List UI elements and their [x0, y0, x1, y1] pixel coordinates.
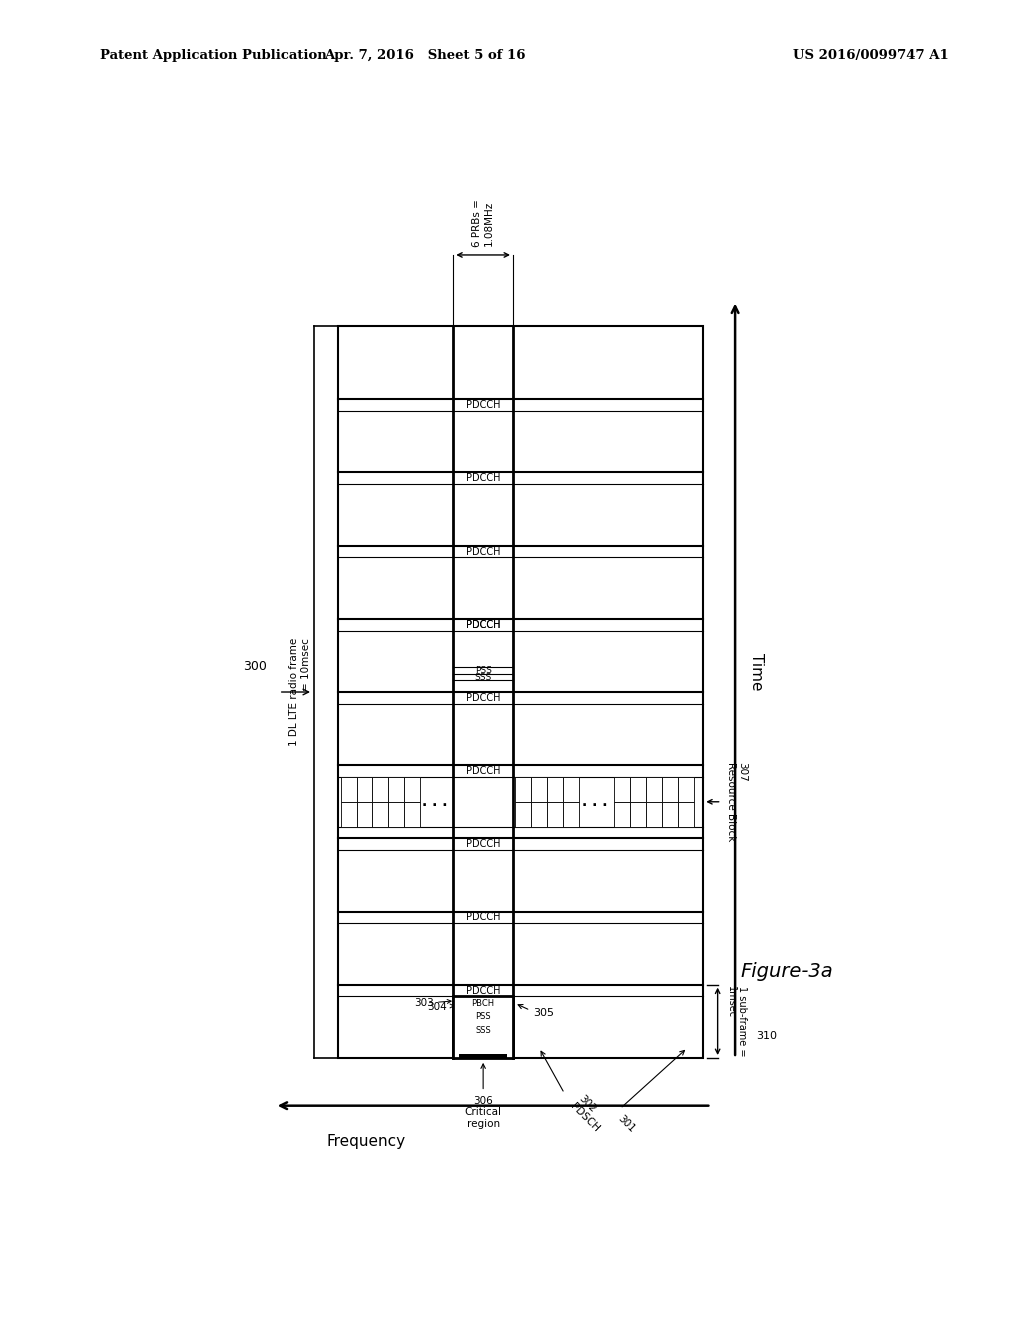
Text: 304: 304 [427, 1002, 447, 1011]
Text: 307
Resource Block: 307 Resource Block [726, 762, 748, 841]
Text: PBCH: PBCH [472, 999, 495, 1007]
Text: 310: 310 [756, 1031, 777, 1041]
Text: PDCCH: PDCCH [466, 986, 501, 995]
Bar [404, 801, 420, 826]
Bar [646, 777, 663, 801]
Text: 1 sub-frame =
1msec: 1 sub-frame = 1msec [726, 986, 748, 1056]
Bar [646, 801, 663, 826]
Text: . . .: . . . [582, 795, 607, 809]
Bar [678, 801, 694, 826]
Text: PDCCH: PDCCH [466, 400, 501, 411]
Text: Frequency: Frequency [327, 1134, 406, 1150]
Text: SSS: SSS [475, 1026, 492, 1035]
Bar [547, 801, 563, 826]
Bar [454, 997, 513, 1057]
Bar [388, 777, 404, 801]
Bar [614, 777, 631, 801]
Text: 301: 301 [616, 1114, 637, 1135]
Text: US 2016/0099747 A1: US 2016/0099747 A1 [793, 49, 948, 62]
Bar [663, 777, 678, 801]
Text: Figure-3a: Figure-3a [740, 962, 834, 981]
Bar [404, 777, 420, 801]
Text: PDCCH: PDCCH [466, 693, 501, 702]
Bar [515, 801, 531, 826]
Text: 303: 303 [414, 998, 433, 1008]
Text: PSS: PSS [475, 665, 492, 675]
Text: 1 DL LTE radio frame
= 10msec: 1 DL LTE radio frame = 10msec [289, 638, 310, 746]
Text: PSS: PSS [475, 1012, 490, 1022]
Text: 305: 305 [532, 1007, 554, 1018]
Text: Apr. 7, 2016   Sheet 5 of 16: Apr. 7, 2016 Sheet 5 of 16 [325, 49, 525, 62]
Bar [341, 801, 356, 826]
Text: 6 PRBs =
1.08MHz: 6 PRBs = 1.08MHz [472, 199, 494, 247]
Bar [563, 801, 579, 826]
Bar [373, 777, 388, 801]
Bar [373, 801, 388, 826]
Text: . . .: . . . [422, 795, 447, 809]
Bar [614, 801, 631, 826]
Text: PDCCH: PDCCH [466, 474, 501, 483]
Bar [388, 801, 404, 826]
Bar [341, 777, 356, 801]
Text: PDCCH: PDCCH [466, 619, 501, 630]
Text: Time: Time [750, 653, 764, 690]
Bar [531, 777, 547, 801]
Text: 306
Critical
region: 306 Critical region [465, 1096, 502, 1129]
Bar [356, 777, 373, 801]
Text: 302
PDSCH: 302 PDSCH [568, 1093, 609, 1134]
Text: 300: 300 [243, 660, 267, 673]
Bar [631, 801, 646, 826]
Bar [338, 326, 703, 1057]
Bar [563, 777, 579, 801]
Text: PDCCH: PDCCH [466, 766, 501, 776]
Text: PDCCH: PDCCH [466, 840, 501, 849]
Text: SSS: SSS [474, 672, 492, 681]
Bar [356, 801, 373, 826]
Text: PDCCH: PDCCH [466, 912, 501, 923]
Text: Patent Application Publication: Patent Application Publication [100, 49, 327, 62]
Text: PDCCH: PDCCH [466, 619, 501, 630]
Bar [460, 1053, 507, 1057]
Bar [663, 801, 678, 826]
Bar [547, 777, 563, 801]
Bar [678, 777, 694, 801]
Bar [531, 801, 547, 826]
Bar [631, 777, 646, 801]
Text: PDCCH: PDCCH [466, 546, 501, 557]
Bar [515, 777, 531, 801]
